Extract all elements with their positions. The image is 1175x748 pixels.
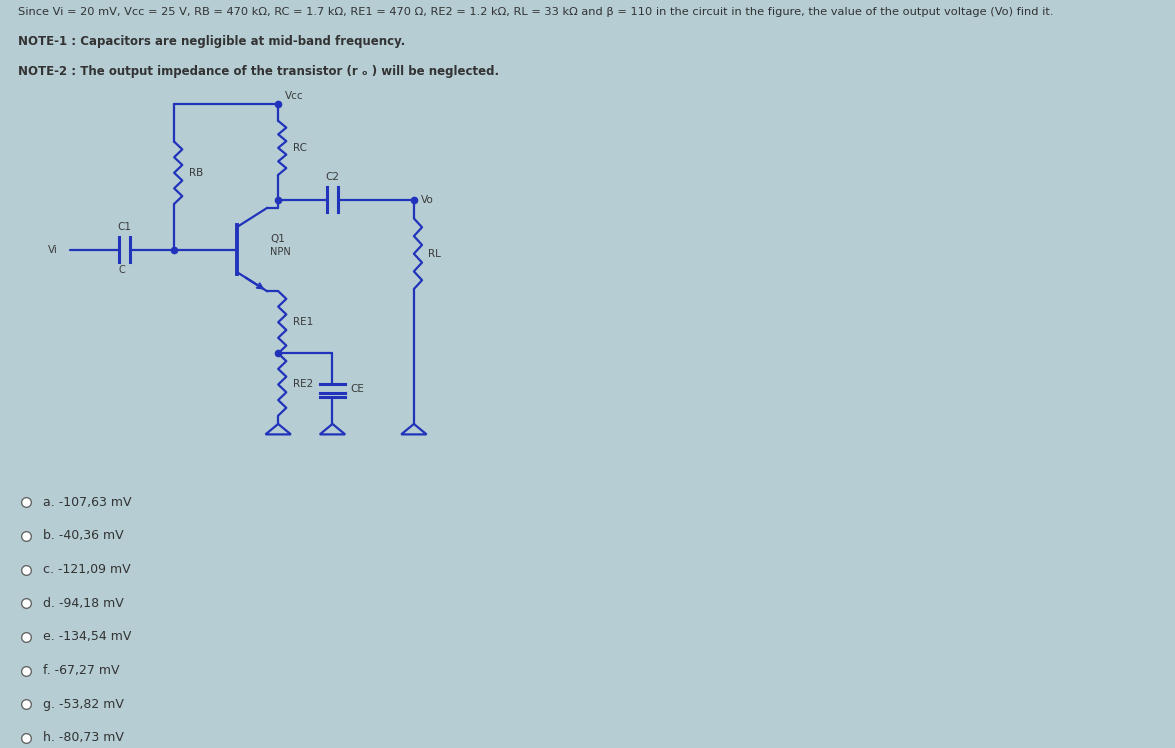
Text: CE: CE [350, 384, 364, 393]
Text: RE2: RE2 [293, 379, 313, 390]
Text: RE1: RE1 [293, 317, 313, 327]
Text: Q1: Q1 [270, 234, 286, 244]
Text: NOTE-1 : Capacitors are negligible at mid-band frequency.: NOTE-1 : Capacitors are negligible at mi… [18, 35, 405, 48]
Text: NPN: NPN [270, 247, 291, 257]
Text: f. -67,27 mV: f. -67,27 mV [42, 664, 120, 677]
Text: Vo: Vo [421, 194, 434, 205]
Text: d. -94,18 mV: d. -94,18 mV [42, 597, 123, 610]
Text: NOTE-2 : The output impedance of the transistor (r ₒ ) will be neglected.: NOTE-2 : The output impedance of the tra… [18, 65, 498, 78]
Text: Vcc: Vcc [286, 91, 303, 101]
Text: Vi: Vi [47, 245, 58, 254]
Text: RL: RL [429, 249, 442, 259]
Text: Since Vi = 20 mV, Vcc = 25 V, RB = 470 kΩ, RC = 1.7 kΩ, RE1 = 470 Ω, RE2 = 1.2 k: Since Vi = 20 mV, Vcc = 25 V, RB = 470 k… [18, 7, 1053, 17]
Text: a. -107,63 mV: a. -107,63 mV [42, 496, 132, 509]
Text: h. -80,73 mV: h. -80,73 mV [42, 732, 123, 744]
Text: C2: C2 [325, 172, 340, 183]
Text: c. -121,09 mV: c. -121,09 mV [42, 563, 130, 576]
Text: e. -134,54 mV: e. -134,54 mV [42, 631, 132, 643]
Text: g. -53,82 mV: g. -53,82 mV [42, 698, 123, 711]
Text: C: C [119, 266, 126, 275]
Text: RC: RC [293, 143, 307, 153]
Text: C1: C1 [118, 222, 132, 232]
Text: b. -40,36 mV: b. -40,36 mV [42, 530, 123, 542]
Text: RB: RB [189, 168, 203, 178]
